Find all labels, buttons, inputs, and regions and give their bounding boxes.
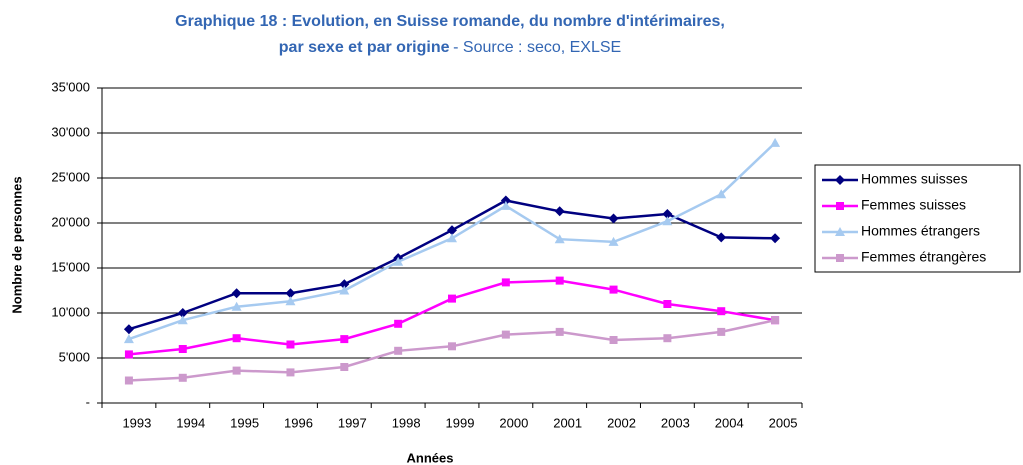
x-tick-label: 2002 [607,415,636,430]
point [608,213,619,224]
legend-label: Hommes étrangers [861,223,980,239]
point [447,225,457,236]
point [555,276,564,285]
x-tick-label: 1999 [446,415,475,430]
point [124,350,133,359]
point [717,307,726,316]
point [500,195,511,206]
point [716,232,727,243]
point [555,327,564,336]
legend-label: Femmes suisses [861,197,966,213]
x-tick-label: 1994 [176,415,205,430]
point [124,376,133,385]
point [231,288,242,299]
chart-title: Graphique 18 : Evolution, en Suisse roma… [175,13,725,30]
point [501,278,510,287]
point [717,327,726,336]
legend-marker [836,254,844,262]
point [554,234,565,244]
point [448,294,456,303]
point [662,209,673,219]
point [501,330,510,339]
point [339,285,350,295]
x-tick-label: 1995 [230,415,259,430]
point [770,137,781,147]
x-tick-label: 1996 [284,415,313,430]
x-tick-label: 2000 [499,415,528,430]
point [447,233,457,243]
point [123,324,134,335]
point [340,363,349,371]
point [609,285,618,294]
point [286,368,295,377]
x-tick-label: 1993 [122,415,151,430]
point [554,206,565,217]
x-tick-label: 1997 [338,415,367,430]
point [231,301,242,311]
point [393,256,404,266]
point [286,340,295,349]
point [177,308,188,318]
point [232,366,241,375]
point [500,200,511,210]
x-tick-label: 2005 [769,415,798,430]
x-tick-label: 2004 [715,415,744,430]
point [285,288,296,299]
point [609,336,618,344]
chart-title: par sexe et par origine [279,39,450,56]
point [339,279,350,290]
point [232,334,241,343]
point [770,233,781,244]
y-axis-label: Nombre de personnes [9,176,24,313]
x-axis-label: Années [407,450,454,465]
series-line [128,318,776,382]
point [448,342,456,351]
y-tick-label: 30'000 [51,124,90,139]
legend-box [814,164,1021,273]
point [178,345,187,353]
point [662,216,673,226]
point [340,335,349,344]
y-tick-label: 35'000 [51,79,90,94]
legend-marker [835,227,845,236]
point [394,346,403,355]
y-tick-label: 20'000 [51,214,90,229]
y-tick-label: 25'000 [51,169,90,184]
source: - Source : seco, EXLSE [453,39,621,56]
x-tick-label: 2003 [661,415,690,430]
point [123,334,134,344]
point [716,189,727,199]
y-tick-label: 10'000 [51,304,90,319]
x-tick-label: 2001 [553,415,582,430]
point [663,300,672,308]
point [663,334,672,343]
legend-label: Hommes suisses [861,171,968,187]
point [178,373,187,382]
point [285,296,296,306]
legend-label: Femmes étrangères [861,249,986,265]
point [394,319,403,328]
y-tick-label: - [86,394,90,409]
point [608,236,619,246]
title-line: par sexe et par origine - Source : seco,… [279,39,621,56]
point [771,316,780,325]
x-tick-label: 1998 [392,415,421,430]
legend-marker [835,175,845,185]
legend-marker [836,202,844,210]
y-tick-label: 5'000 [59,349,90,364]
point [177,315,188,325]
y-tick-label: 15'000 [51,259,90,274]
